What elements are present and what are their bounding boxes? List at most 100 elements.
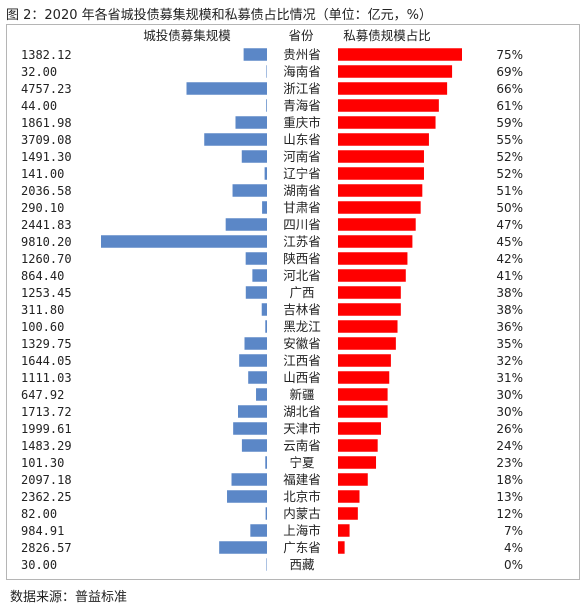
issuance-bar: [241, 439, 267, 452]
private-share-label: 51%: [496, 184, 523, 198]
issuance-bar: [264, 167, 267, 180]
private-share-bar: [338, 235, 413, 248]
private-share-bar: [338, 48, 462, 61]
issuance-label: 9810.20: [21, 235, 72, 249]
issuance-label: 290.10: [21, 201, 64, 215]
private-share-label: 45%: [496, 235, 523, 249]
private-share-label: 69%: [496, 65, 523, 79]
private-share-bar: [338, 99, 439, 112]
private-share-label: 59%: [496, 116, 523, 130]
province-label: 云南省: [283, 438, 321, 453]
private-share-label: 23%: [496, 456, 523, 470]
issuance-bar: [261, 303, 267, 316]
private-share-bar: [338, 133, 429, 146]
issuance-label: 1111.03: [21, 371, 72, 385]
province-label: 安徽省: [283, 336, 321, 351]
province-label: 海南省: [283, 64, 321, 79]
issuance-bar: [243, 48, 267, 61]
issuance-bar: [233, 422, 267, 435]
private-share-label: 4%: [504, 541, 523, 555]
private-share-bar: [338, 184, 423, 197]
province-label: 新疆: [289, 387, 314, 402]
private-share-label: 13%: [496, 490, 523, 504]
issuance-bar: [219, 541, 267, 554]
issuance-bar: [204, 133, 267, 146]
province-label: 陕西省: [283, 251, 321, 266]
private-share-label: 31%: [496, 371, 523, 385]
province-label: 西藏: [289, 557, 315, 572]
private-share-bar: [338, 422, 381, 435]
issuance-label: 1861.98: [21, 116, 72, 130]
province-label: 河南省: [283, 149, 321, 164]
private-share-bar: [338, 371, 390, 384]
private-share-label: 75%: [496, 48, 523, 62]
issuance-label: 647.92: [21, 388, 64, 402]
issuance-label: 2362.25: [21, 490, 72, 504]
province-label: 湖南省: [283, 183, 321, 198]
province-label: 山东省: [283, 132, 321, 147]
issuance-bar: [256, 388, 267, 401]
issuance-bar: [227, 490, 267, 503]
province-label: 内蒙古: [283, 506, 321, 521]
province-label: 贵州省: [283, 47, 321, 62]
issuance-bar: [232, 184, 267, 197]
issuance-bar: [245, 286, 267, 299]
private-share-bar: [338, 405, 388, 418]
private-share-label: 30%: [496, 388, 523, 402]
province-label: 上海市: [283, 523, 321, 538]
private-share-bar: [338, 201, 421, 214]
private-share-bar: [338, 524, 350, 537]
private-share-bar: [338, 337, 396, 350]
issuance-label: 2097.18: [21, 473, 72, 487]
province-label: 湖北省: [283, 404, 321, 419]
issuance-label: 101.30: [21, 456, 64, 470]
issuance-label: 32.00: [21, 65, 57, 79]
issuance-label: 864.40: [21, 269, 64, 283]
province-label: 青海省: [283, 98, 321, 113]
issuance-label: 1253.45: [21, 286, 72, 300]
private-share-label: 24%: [496, 439, 523, 453]
province-label: 广东省: [283, 540, 321, 555]
issuance-bar: [186, 82, 267, 95]
issuance-bar: [266, 99, 267, 112]
private-share-bar: [338, 303, 401, 316]
private-share-bar: [338, 541, 345, 554]
private-share-label: 66%: [496, 82, 523, 96]
private-share-label: 52%: [496, 150, 523, 164]
issuance-bar: [245, 252, 267, 265]
province-label: 北京市: [283, 489, 321, 504]
issuance-label: 1644.05: [21, 354, 72, 368]
issuance-label: 2826.57: [21, 541, 72, 555]
chart-frame: 城投债募集规模 省份 私募债规模占比 1382.12 贵州省 75% 32.00 海南省 69%…: [6, 24, 580, 580]
issuance-label: 1260.70: [21, 252, 72, 266]
issuance-bar: [266, 65, 267, 78]
private-share-label: 32%: [496, 354, 523, 368]
issuance-bar: [225, 218, 267, 231]
private-share-label: 38%: [496, 303, 523, 317]
issuance-bar: [265, 456, 267, 469]
private-share-label: 12%: [496, 507, 523, 521]
province-label: 天津市: [283, 421, 321, 436]
private-share-label: 35%: [496, 337, 523, 351]
private-share-label: 52%: [496, 167, 523, 181]
private-share-bar: [338, 439, 378, 452]
issuance-bar: [101, 235, 267, 248]
private-share-label: 50%: [496, 201, 523, 215]
issuance-bar: [248, 371, 267, 384]
private-share-label: 30%: [496, 405, 523, 419]
province-label: 广西: [289, 285, 314, 300]
issuance-label: 100.60: [21, 320, 64, 334]
private-share-label: 47%: [496, 218, 523, 232]
issuance-label: 1483.29: [21, 439, 72, 453]
issuance-label: 30.00: [21, 558, 57, 572]
issuance-label: 2036.58: [21, 184, 72, 198]
issuance-label: 1713.72: [21, 405, 72, 419]
issuance-bar: [250, 524, 267, 537]
issuance-label: 984.91: [21, 524, 64, 538]
middle-header: 省份: [288, 28, 314, 43]
issuance-bar: [262, 201, 267, 214]
private-share-bar: [338, 116, 436, 129]
province-label: 重庆市: [283, 115, 321, 130]
issuance-bar: [238, 405, 267, 418]
issuance-label: 44.00: [21, 99, 57, 113]
